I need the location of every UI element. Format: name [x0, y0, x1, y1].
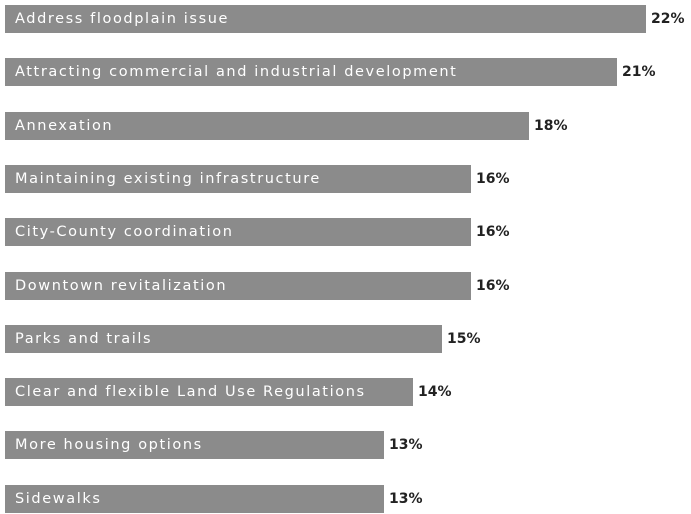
bar-0: Address floodplain issue: [5, 5, 646, 33]
bar-value-1: 21%: [622, 64, 656, 80]
bar-8: More housing options: [5, 431, 384, 459]
bar-label-0: Address floodplain issue: [15, 10, 230, 27]
bar-label-2: Annexation: [15, 117, 114, 134]
bar-1: Attracting commercial and industrial dev…: [5, 58, 617, 86]
bar-label-7: Clear and flexible Land Use Regulations: [15, 383, 366, 400]
bar-5: Downtown revitalization: [5, 272, 471, 300]
bar-4: City-County coordination: [5, 218, 471, 246]
bar-value-8: 13%: [389, 437, 423, 453]
bar-9: Sidewalks: [5, 485, 384, 513]
bar-value-2: 18%: [534, 118, 568, 134]
bar-label-3: Maintaining existing infrastructure: [15, 170, 321, 187]
bar-2: Annexation: [5, 112, 529, 140]
bar-label-1: Attracting commercial and industrial dev…: [15, 63, 458, 80]
bar-value-6: 15%: [447, 331, 481, 347]
bar-value-7: 14%: [418, 384, 452, 400]
bar-label-5: Downtown revitalization: [15, 277, 228, 294]
bar-value-9: 13%: [389, 491, 423, 507]
bar-value-3: 16%: [476, 171, 510, 187]
bar-7: Clear and flexible Land Use Regulations: [5, 378, 413, 406]
bar-value-0: 22%: [651, 11, 685, 27]
bar-value-4: 16%: [476, 224, 510, 240]
bar-label-6: Parks and trails: [15, 330, 153, 347]
bar-label-4: City-County coordination: [15, 223, 234, 240]
bar-label-8: More housing options: [15, 436, 203, 453]
bar-label-9: Sidewalks: [15, 490, 102, 507]
bar-3: Maintaining existing infrastructure: [5, 165, 471, 193]
bar-6: Parks and trails: [5, 325, 442, 353]
bar-value-5: 16%: [476, 278, 510, 294]
